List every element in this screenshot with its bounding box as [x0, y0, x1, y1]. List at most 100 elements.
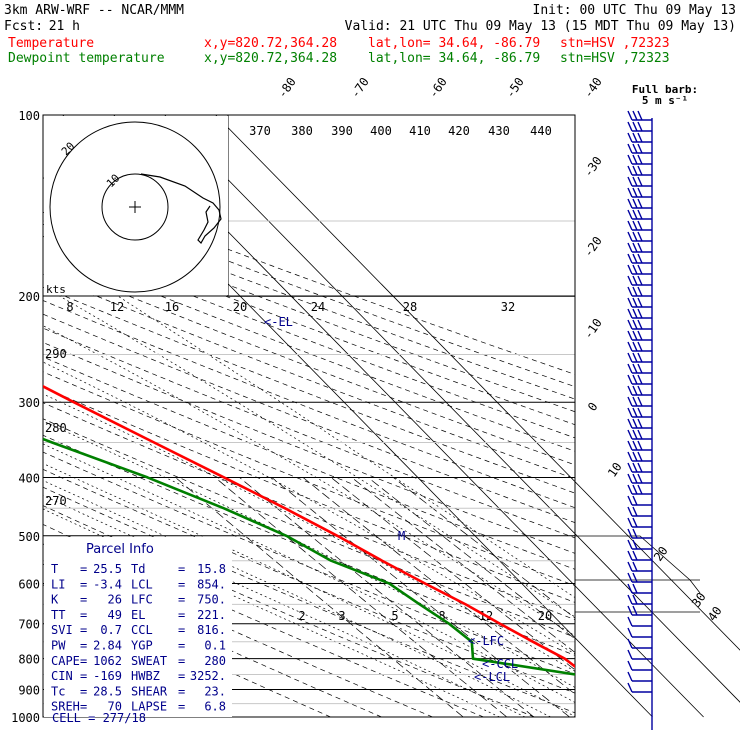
- parcel-key1-0: T: [51, 562, 58, 576]
- wind-barb-flag: [637, 407, 643, 418]
- parcel-key2-8: SHEAR: [131, 684, 168, 698]
- wind-barb-flag: [627, 484, 633, 495]
- profiles: [43, 384, 575, 676]
- wind-barb: [627, 561, 652, 572]
- pressure-label-400: 400: [18, 471, 40, 485]
- mixing-ratio-low-label-1: 3: [338, 609, 345, 623]
- parcel-eq1-0: =: [80, 562, 87, 576]
- wind-barb-flag: [637, 308, 643, 319]
- parcel-val2-5: 0.1: [204, 639, 226, 653]
- isotherm-label-0: -80: [275, 75, 299, 101]
- wind-barb: [627, 231, 652, 242]
- wind-barb-flag: [632, 605, 638, 616]
- wind-barb-flag: [637, 440, 643, 451]
- wind-barb-flag: [627, 187, 633, 198]
- wind-barb-flag: [632, 231, 638, 242]
- wind-barb: [627, 473, 652, 484]
- parcel-eq2-4: =: [178, 623, 185, 637]
- wind-barb-flag: [627, 627, 633, 638]
- wind-barb-flag: [637, 429, 643, 440]
- theta-e-label-6: 430: [488, 124, 510, 138]
- mixing-ratio-labels: 8 12 16 20 24 28 322 3 5 8 12 20: [66, 300, 552, 623]
- mixing-ratio-label-1: 12: [110, 300, 124, 314]
- parcel-eq2-6: =: [178, 654, 185, 668]
- pressure-label-300: 300: [18, 396, 40, 410]
- isotherm-label-11: 30: [689, 590, 709, 610]
- parcel-key1-8: Tc: [51, 684, 65, 698]
- parcel-key1-5: PW: [51, 639, 66, 653]
- wind-barb-flag: [632, 165, 638, 176]
- wind-barb: [627, 671, 652, 682]
- wind-barb-flag: [632, 517, 638, 528]
- wind-barb-flag: [632, 473, 638, 484]
- parcel-key1-3: TT: [51, 608, 65, 622]
- wind-barb-flag: [627, 253, 633, 264]
- wind-barb-flag: [627, 385, 633, 396]
- parcel-eq1-5: =: [80, 639, 87, 653]
- wind-barb-flag: [627, 539, 633, 550]
- m-marker: M: [398, 529, 405, 543]
- wind-barb: [627, 451, 652, 462]
- parcel-eq1-3: =: [80, 608, 87, 622]
- mixing-ratio-5: [271, 477, 570, 717]
- wind-barb-flag: [637, 220, 643, 231]
- wind-barb: [627, 605, 652, 616]
- wind-barb-flag: [632, 594, 638, 605]
- wind-barb-flag: [637, 165, 643, 176]
- mixing-ratio-label-6: 32: [501, 300, 515, 314]
- wind-barb: [627, 583, 652, 594]
- pressure-label-800: 800: [18, 653, 40, 667]
- wind-barb-flag: [627, 363, 633, 374]
- hodograph-ring-outer: [49, 121, 221, 293]
- wind-barb-flag: [632, 308, 638, 319]
- wind-barb: [627, 616, 652, 627]
- parcel-val1-9: 70: [108, 700, 122, 714]
- init-time: Init: 00 UTC Thu 09 May 13: [533, 3, 737, 18]
- wind-barb: [627, 429, 652, 440]
- wind-barb-flag: [627, 462, 633, 473]
- wind-barb-flag: [637, 374, 643, 385]
- wind-barb-flag: [627, 220, 633, 231]
- wind-barb-flag: [632, 363, 638, 374]
- parcel-val2-3: 221.: [197, 608, 226, 622]
- wind-barb-flag: [632, 374, 638, 385]
- wind-barb-flag: [632, 451, 638, 462]
- parcel-eq2-3: =: [178, 608, 185, 622]
- wind-barb-flag: [637, 319, 643, 330]
- wind-barb-flag: [637, 363, 643, 374]
- parcel-val1-0: 25.5: [93, 562, 122, 576]
- parcel-info-box: Parcel Info T = 25.5 Td = 15.8 LI = -3.4 LCL = 854.…: [44, 537, 232, 725]
- wind-barb-flag: [637, 253, 643, 264]
- parcel-key2-2: LFC: [131, 593, 153, 607]
- parcel-val1-2: 26: [108, 593, 122, 607]
- wind-barb-flag: [627, 561, 633, 572]
- wind-barb-flag: [627, 671, 633, 682]
- isotherm-label-5: -30: [581, 154, 605, 180]
- legend-dewpoint: Dewpoint temperature: [8, 51, 165, 66]
- isotherm-label-4: -40: [581, 75, 605, 101]
- wind-barb-flag: [637, 330, 643, 341]
- parcel-key2-9: LAPSE: [131, 700, 167, 714]
- wind-barb: [627, 198, 652, 209]
- wind-barb: [627, 176, 652, 187]
- parcel-val2-7: 3252.: [190, 669, 226, 683]
- plot-frame: [42, 114, 576, 718]
- wind-barb-flag: [627, 121, 633, 132]
- wind-barb-flag: [632, 429, 638, 440]
- legend-dewpoint-stn: stn=HSV ,72323: [560, 51, 670, 66]
- legend-temperature: Temperature: [8, 36, 94, 51]
- theta-e-label-4: 410: [409, 124, 431, 138]
- wind-barb: [627, 649, 652, 660]
- parcel-val1-8: 28.5: [93, 684, 122, 698]
- wind-barb-flag: [632, 506, 638, 517]
- wind-barb-flag: [627, 330, 633, 341]
- temperature-profile: [43, 384, 575, 669]
- isotherm-label-7: -10: [581, 316, 605, 342]
- wind-barb: [627, 319, 652, 330]
- parcel-key2-1: LCL: [131, 577, 153, 591]
- parcel-val1-1: -3.4: [93, 577, 122, 591]
- wind-barb-flag: [627, 165, 633, 176]
- wind-barb-flag: [637, 297, 643, 308]
- wind-barb-flag: [637, 110, 643, 121]
- wind-barb-flag: [627, 374, 633, 385]
